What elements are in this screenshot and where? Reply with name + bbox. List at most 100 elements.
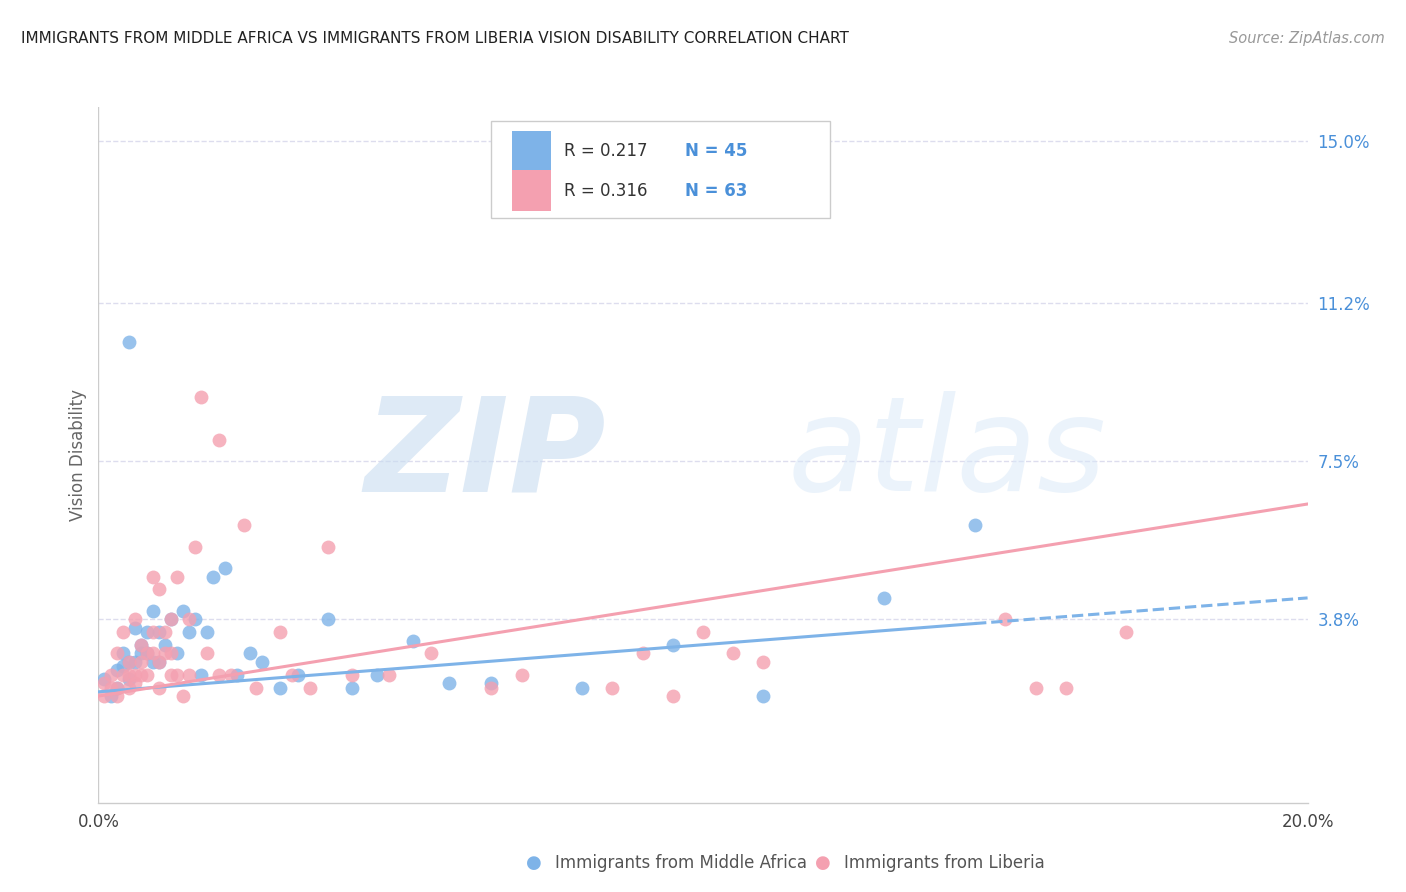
Point	[100, 681, 122, 695]
Point	[269, 681, 291, 695]
Point	[142, 647, 165, 661]
Point	[124, 667, 146, 681]
Point	[100, 667, 122, 681]
Text: R = 0.217: R = 0.217	[564, 142, 647, 160]
Point	[662, 689, 685, 703]
Text: atlas: atlas	[787, 392, 1107, 518]
Point	[190, 390, 212, 404]
Point	[166, 647, 188, 661]
Point	[402, 633, 425, 648]
Point	[118, 667, 141, 681]
Point	[118, 655, 141, 669]
Text: N = 63: N = 63	[685, 182, 747, 200]
Point	[662, 638, 685, 652]
Point	[366, 667, 388, 681]
Point	[93, 672, 115, 686]
Point	[965, 518, 987, 533]
Point	[172, 689, 194, 703]
Point	[1054, 681, 1077, 695]
Point	[105, 681, 128, 695]
Point	[245, 681, 267, 695]
Point	[221, 667, 243, 681]
Point	[148, 655, 170, 669]
Point	[129, 638, 152, 652]
Point	[208, 667, 231, 681]
Y-axis label: Vision Disability: Vision Disability	[69, 389, 87, 521]
Point	[93, 676, 115, 690]
Text: IMMIGRANTS FROM MIDDLE AFRICA VS IMMIGRANTS FROM LIBERIA VISION DISABILITY CORRE: IMMIGRANTS FROM MIDDLE AFRICA VS IMMIGRA…	[21, 31, 849, 46]
Point	[299, 681, 322, 695]
Point	[316, 612, 339, 626]
Point	[129, 638, 152, 652]
Point	[481, 681, 503, 695]
Point	[239, 647, 262, 661]
Point	[250, 655, 273, 669]
Point	[873, 591, 896, 605]
Point	[281, 667, 304, 681]
Point	[631, 647, 654, 661]
Point	[510, 667, 533, 681]
Bar	[512, 131, 551, 171]
Text: Source: ZipAtlas.com: Source: ZipAtlas.com	[1229, 31, 1385, 46]
Point	[287, 667, 309, 681]
Point	[160, 612, 183, 626]
Point	[195, 625, 218, 640]
Point	[1024, 681, 1046, 695]
Point	[111, 625, 134, 640]
Point	[129, 667, 152, 681]
Point	[184, 612, 207, 626]
Point	[195, 647, 218, 661]
Point	[100, 689, 122, 703]
Text: N = 45: N = 45	[685, 142, 747, 160]
Point	[184, 540, 207, 554]
Point	[179, 625, 201, 640]
Point	[135, 647, 157, 661]
Point	[166, 569, 188, 583]
Point	[153, 638, 176, 652]
Point	[208, 433, 231, 447]
Point	[202, 569, 225, 583]
Point	[316, 540, 339, 554]
Point	[124, 676, 146, 690]
Point	[142, 655, 165, 669]
Point	[269, 625, 291, 640]
Text: ●: ●	[814, 855, 831, 872]
Point	[105, 689, 128, 703]
Text: Immigrants from Liberia: Immigrants from Liberia	[844, 855, 1045, 872]
Point	[153, 647, 176, 661]
Text: ZIP: ZIP	[364, 392, 606, 518]
Point	[148, 681, 170, 695]
Point	[118, 681, 141, 695]
Point	[124, 621, 146, 635]
Text: R = 0.316: R = 0.316	[564, 182, 647, 200]
Point	[1115, 625, 1137, 640]
Point	[124, 612, 146, 626]
Point	[111, 647, 134, 661]
Point	[723, 647, 745, 661]
Point	[118, 334, 141, 349]
Point	[105, 664, 128, 678]
Point	[148, 625, 170, 640]
Point	[232, 518, 254, 533]
Point	[135, 625, 157, 640]
Point	[692, 625, 714, 640]
Point	[342, 681, 364, 695]
Point	[142, 604, 165, 618]
Point	[129, 647, 152, 661]
Point	[135, 667, 157, 681]
Point	[153, 625, 176, 640]
Point	[160, 647, 183, 661]
Text: Immigrants from Middle Africa: Immigrants from Middle Africa	[555, 855, 807, 872]
Point	[160, 667, 183, 681]
Point	[420, 647, 443, 661]
Point	[93, 689, 115, 703]
Point	[571, 681, 593, 695]
Bar	[512, 170, 551, 211]
Point	[602, 681, 624, 695]
Point	[142, 569, 165, 583]
Point	[214, 561, 236, 575]
Point	[481, 676, 503, 690]
Point	[148, 655, 170, 669]
Point	[226, 667, 249, 681]
Point	[190, 667, 212, 681]
